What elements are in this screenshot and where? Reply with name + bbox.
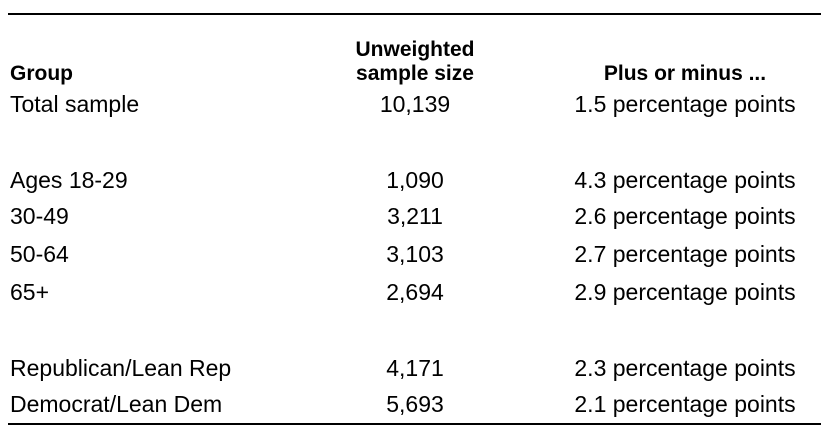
- table-row-30-49: 30-49 3,211 2.6 percentage points: [0, 199, 830, 233]
- table-top-rule: [8, 13, 821, 15]
- row-margin-of-error: 2.3 percentage points: [574, 355, 796, 381]
- row-sample-size: 2,694: [386, 279, 444, 305]
- row-margin-of-error: 2.7 percentage points: [574, 241, 796, 267]
- row-group-label: Ages 18-29: [10, 167, 128, 193]
- row-group-label: Democrat/Lean Dem: [10, 391, 223, 417]
- row-sample-size: 1,090: [386, 167, 444, 193]
- table-row-republican: Republican/Lean Rep 4,171 2.3 percentage…: [0, 351, 830, 385]
- row-margin-of-error: 4.3 percentage points: [574, 167, 796, 193]
- row-sample-size: 3,103: [386, 241, 444, 267]
- table-row-65-plus: 65+ 2,694 2.9 percentage points: [0, 275, 830, 309]
- row-margin-of-error: 1.5 percentage points: [574, 91, 796, 117]
- table-row-democrat: Democrat/Lean Dem 5,693 2.1 percentage p…: [0, 387, 830, 421]
- row-group-label: 65+: [10, 279, 50, 305]
- row-group-label: 50-64: [10, 241, 69, 267]
- row-sample-size: 3,211: [387, 203, 443, 229]
- row-sample-size: 4,171: [386, 355, 444, 381]
- table-row-ages-18-29: Ages 18-29 1,090 4.3 percentage points: [0, 163, 830, 197]
- row-margin-of-error: 2.1 percentage points: [574, 391, 796, 417]
- table-bottom-rule: [8, 423, 821, 425]
- row-margin-of-error: 2.6 percentage points: [574, 203, 796, 229]
- row-group-label: Republican/Lean Rep: [10, 355, 232, 381]
- header-margin-of-error: Plus or minus ...: [603, 62, 767, 85]
- header-group: Group: [10, 62, 73, 85]
- row-sample-size: 5,693: [386, 391, 444, 417]
- table-row-total: Total sample 10,139 1.5 percentage point…: [0, 87, 830, 121]
- table-header: Group Unweighted sample size Plus or min…: [0, 36, 830, 86]
- header-sample-size: Unweighted sample size: [355, 38, 475, 85]
- row-margin-of-error: 2.9 percentage points: [574, 279, 796, 305]
- row-group-label: 30-49: [10, 203, 69, 229]
- row-group-label: Total sample: [10, 91, 140, 117]
- row-sample-size: 10,139: [379, 91, 451, 117]
- table-row-50-64: 50-64 3,103 2.7 percentage points: [0, 237, 830, 271]
